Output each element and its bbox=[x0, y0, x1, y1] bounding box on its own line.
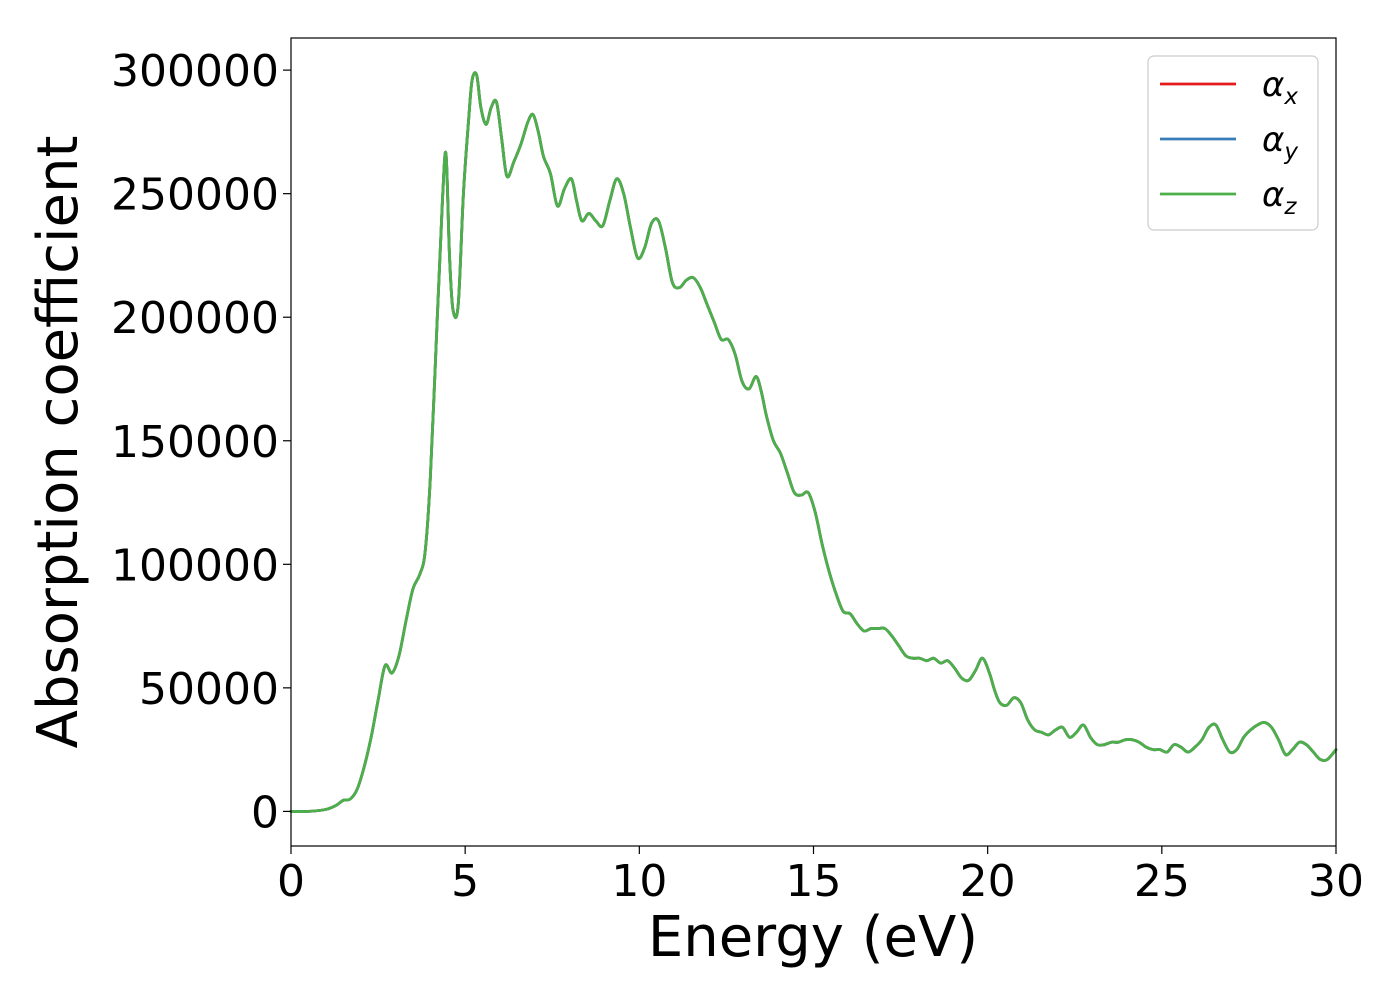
y-axis-label: Absorption coefficient bbox=[26, 136, 91, 749]
x-tick-label: 30 bbox=[1308, 856, 1364, 907]
y-tick-label: 0 bbox=[251, 787, 279, 838]
legend-label: αy bbox=[1262, 120, 1298, 165]
legend-items: αx αy αz bbox=[1160, 65, 1298, 220]
series-line-alpha-z bbox=[289, 71, 1338, 813]
x-axis-label: Energy (eV) bbox=[648, 905, 978, 970]
y-tick-label: 50000 bbox=[139, 664, 279, 715]
y-tick-label: 300000 bbox=[111, 46, 279, 97]
x-tick-label: 25 bbox=[1134, 856, 1190, 907]
x-tick-label: 5 bbox=[451, 856, 479, 907]
y-tick-label: 200000 bbox=[111, 293, 279, 344]
x-tick-label: 20 bbox=[960, 856, 1016, 907]
y-tick-label: 100000 bbox=[111, 540, 279, 591]
x-axis-ticks: 0 5 10 15 20 25 30 bbox=[277, 846, 1364, 907]
x-tick-label: 15 bbox=[786, 856, 842, 907]
legend: αx αy αz bbox=[1147, 55, 1319, 231]
series-layer bbox=[289, 71, 1338, 813]
y-tick-label: 250000 bbox=[111, 170, 279, 221]
y-tick-label: 150000 bbox=[111, 417, 279, 468]
x-tick-label: 0 bbox=[277, 856, 305, 907]
x-tick-label: 10 bbox=[611, 856, 667, 907]
y-axis-ticks: 0 50000 100000 150000 200000 250000 300000 bbox=[111, 46, 291, 838]
legend-label: αz bbox=[1262, 175, 1297, 220]
legend-box bbox=[1147, 55, 1319, 231]
legend-label: αx bbox=[1262, 65, 1298, 110]
